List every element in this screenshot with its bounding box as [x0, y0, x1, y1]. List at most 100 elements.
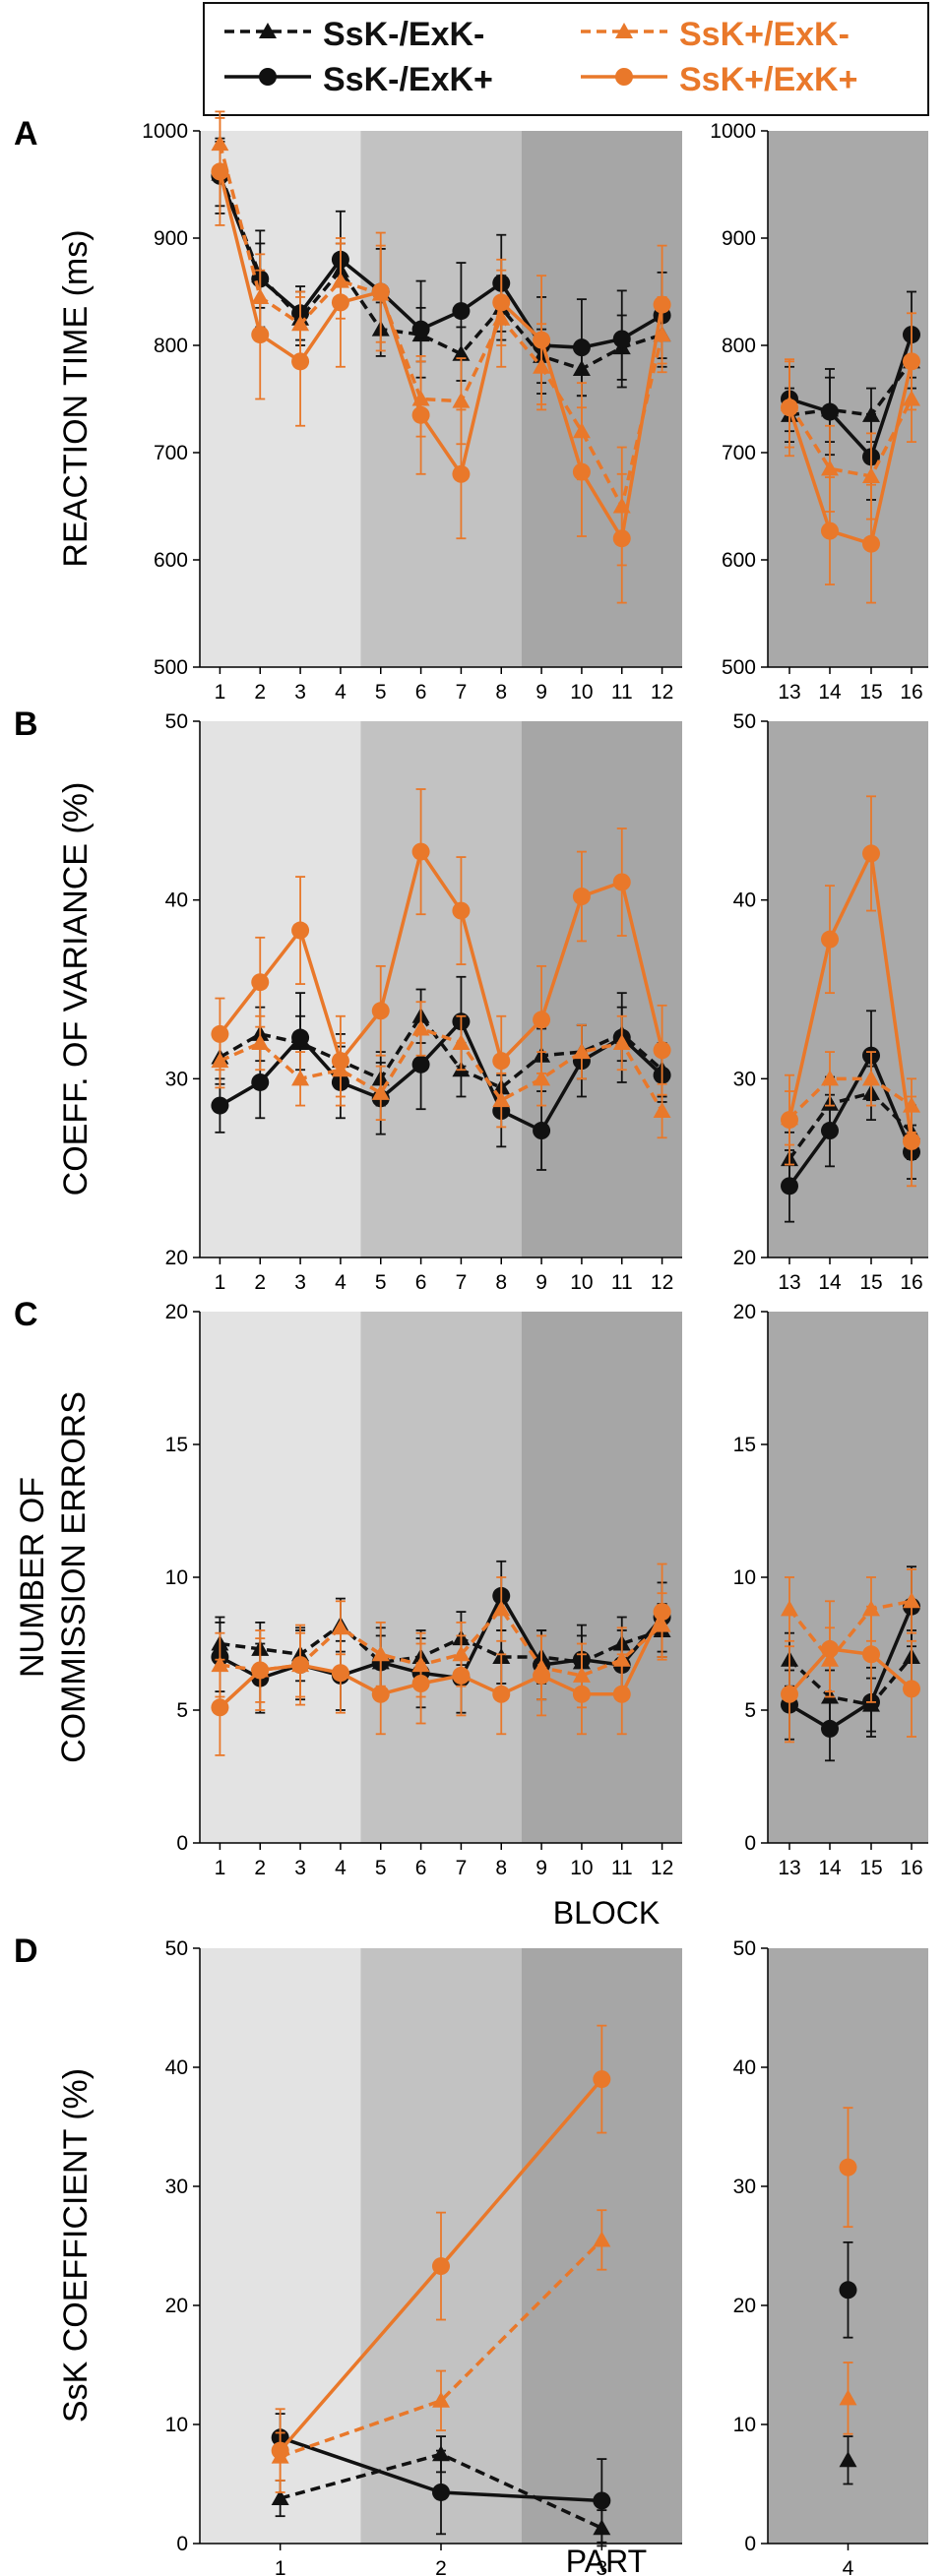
- x-tick-label: 10: [570, 681, 593, 704]
- data-point: [572, 888, 591, 906]
- data-point: [821, 1122, 839, 1140]
- data-point: [612, 529, 631, 548]
- data-point: [492, 293, 511, 312]
- legend: SsK-/ExK- SsK+/ExK- SsK-/ExK+ SsK+/ExK+: [203, 2, 929, 116]
- x-tick-label: 14: [818, 681, 842, 704]
- y-tick-label: 800: [154, 335, 188, 357]
- y-tick-label: 5: [744, 1699, 756, 1722]
- legend-label: SsK-/ExK-: [323, 16, 484, 53]
- data-point: [533, 1666, 551, 1685]
- background-part-2: [360, 131, 522, 667]
- data-point: [653, 1041, 671, 1060]
- x-tick-label: 1: [215, 681, 226, 704]
- x-tick-label: 2: [254, 1857, 266, 1879]
- data-point: [653, 1102, 671, 1119]
- x-tick-label: 12: [651, 681, 673, 704]
- y-tick-label: 700: [154, 442, 188, 464]
- data-point: [839, 2389, 857, 2406]
- data-point: [533, 1122, 551, 1140]
- x-tick-label: 4: [335, 681, 346, 704]
- axes-right: 20 30 40 50: [733, 710, 928, 1269]
- series-line-left: [280, 2239, 603, 2459]
- series-line-right: [788, 1655, 914, 1707]
- x-tick-label: 1: [275, 2557, 286, 2576]
- background-part-3: [521, 1312, 682, 1843]
- y-tick-label: 900: [722, 227, 756, 250]
- data-point: [839, 2451, 857, 2468]
- background-part-4: [768, 721, 928, 1257]
- data-point: [821, 402, 839, 421]
- data-point: [371, 1083, 390, 1100]
- x-tick-label: 8: [495, 1857, 507, 1879]
- data-point: [821, 930, 839, 949]
- data-point: [371, 282, 390, 301]
- data-point: [862, 534, 880, 553]
- x-tick-label: 12: [651, 1857, 673, 1879]
- data-point: [862, 1070, 880, 1086]
- legend-marker: [259, 23, 277, 38]
- y-tick-label: 50: [165, 710, 188, 733]
- axes-right: 500 600 700 800 900 1000: [710, 120, 928, 679]
- data-point: [593, 2070, 611, 2089]
- y-axis-label: SsK COEFFICIENT (%): [57, 2068, 94, 2423]
- x-tick-label: 12: [651, 1271, 673, 1294]
- data-point: [612, 1685, 631, 1703]
- y-tick-label: 600: [722, 549, 756, 572]
- x-tick-label: 13: [778, 1271, 800, 1294]
- x-tick-label: 2: [254, 1271, 266, 1294]
- x-tick-label: 16: [900, 1271, 922, 1294]
- data-point: [903, 1680, 920, 1698]
- x-axis-label: PART: [566, 2544, 647, 2576]
- x-tick-label: 15: [859, 681, 882, 704]
- data-point: [572, 1685, 591, 1703]
- legend-box: [203, 2, 929, 116]
- legend-label: SsK+/ExK-: [679, 16, 850, 53]
- axes-left: 20 30 40 50: [165, 710, 682, 1269]
- data-point: [411, 842, 430, 861]
- data-point: [839, 2281, 857, 2300]
- panel-letter: D: [14, 1932, 38, 1970]
- x-tick-label: 14: [818, 1271, 842, 1294]
- data-point: [612, 330, 631, 348]
- data-point: [452, 302, 471, 321]
- x-tick-label: 14: [818, 1857, 842, 1879]
- data-point: [781, 399, 798, 417]
- y-tick-label: 15: [733, 1434, 756, 1456]
- series-line-right: [788, 847, 914, 1142]
- data-point: [432, 2391, 450, 2408]
- data-point: [781, 1685, 798, 1703]
- x-tick-label: 5: [375, 1271, 387, 1294]
- data-point: [593, 2231, 611, 2247]
- data-point: [903, 1592, 920, 1609]
- data-point: [331, 1619, 349, 1635]
- data-point: [492, 1052, 511, 1071]
- y-tick-label: 1000: [142, 120, 188, 143]
- x-tick-label: 15: [859, 1857, 882, 1879]
- x-tick-label: 15: [859, 1271, 882, 1294]
- data-point: [862, 1645, 880, 1664]
- panel-letter: C: [14, 1296, 38, 1333]
- x-tick-label: 11: [611, 681, 633, 704]
- x-tick-label: 13: [778, 1857, 800, 1879]
- x-tick-label: 7: [456, 1857, 468, 1879]
- x-tick-label: 8: [495, 1271, 507, 1294]
- x-tick-label: 6: [415, 681, 427, 704]
- data-point: [291, 1028, 310, 1047]
- series-ssk-exk-: [271, 2024, 857, 2493]
- y-tick-label: 20: [733, 1247, 756, 1269]
- legend-entry-s3: SsK+/ExK-: [581, 16, 850, 53]
- data-point: [331, 1052, 349, 1071]
- x-tick-label: 3: [294, 1271, 306, 1294]
- y-tick-label: 700: [722, 442, 756, 464]
- data-point: [251, 1073, 270, 1091]
- data-point: [411, 405, 430, 424]
- series-line-right: [788, 398, 914, 478]
- y-tick-label: 800: [722, 335, 756, 357]
- y-tick-label: 30: [165, 1068, 188, 1090]
- y-tick-label: 20: [733, 2295, 756, 2317]
- data-point: [821, 1719, 839, 1738]
- data-point: [411, 1055, 430, 1073]
- x-tick-label: 16: [900, 681, 922, 704]
- data-point: [452, 392, 471, 408]
